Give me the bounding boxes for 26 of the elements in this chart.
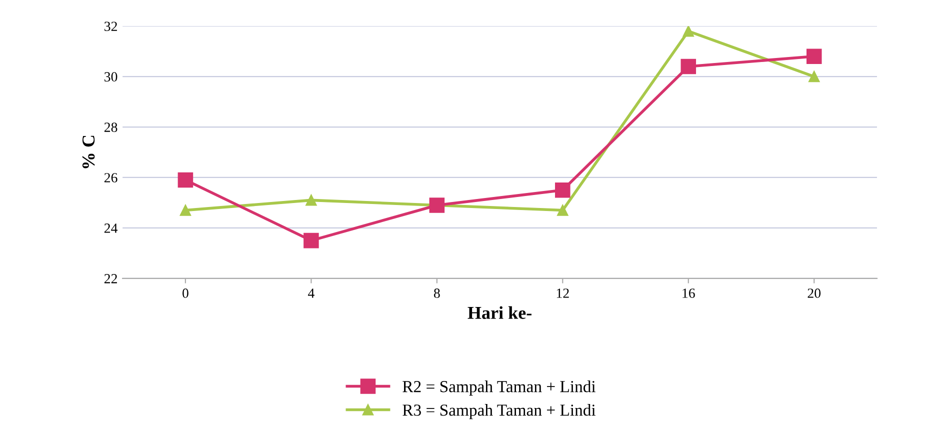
- point: [555, 182, 570, 198]
- point: [682, 26, 694, 37]
- x-tick-label: 0: [182, 288, 188, 298]
- point: [178, 172, 194, 188]
- y-axis-title: % C: [82, 136, 95, 168]
- point: [180, 204, 192, 216]
- y-tick-label: 24: [104, 224, 118, 233]
- x-tick-label: 8: [434, 288, 440, 298]
- point: [304, 232, 319, 248]
- y-tick-label: 26: [104, 173, 118, 182]
- x-tick-label: 20: [808, 288, 821, 298]
- point: [808, 71, 820, 82]
- y-tick-label: 22: [104, 274, 117, 284]
- y-tick-label: 32: [104, 22, 117, 32]
- point: [306, 194, 317, 206]
- x-axis-title: Hari ke-: [468, 306, 532, 319]
- point: [806, 48, 822, 64]
- point: [557, 204, 568, 216]
- y-tick-label: 30: [104, 72, 118, 82]
- x-tick-label: 12: [556, 288, 569, 298]
- legend-label: R2 = Sampah Taman + Lindi: [402, 380, 596, 396]
- x-tick-label: 4: [308, 288, 314, 298]
- y-tick-label: 28: [104, 122, 118, 132]
- legend-label: R3 = Sampah Taman + Lindi: [402, 404, 596, 420]
- point: [680, 58, 696, 74]
- x-tick-label: 16: [682, 288, 695, 298]
